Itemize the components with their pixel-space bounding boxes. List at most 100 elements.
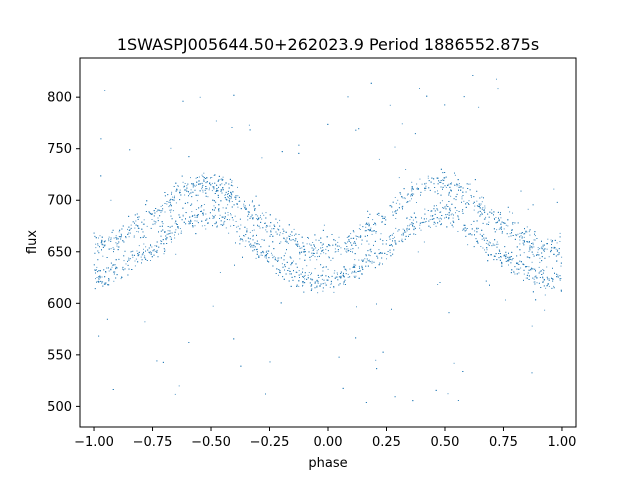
data-point xyxy=(411,181,413,183)
data-point xyxy=(355,129,357,131)
data-point xyxy=(138,254,140,256)
data-point xyxy=(317,282,319,284)
data-point xyxy=(433,178,435,180)
data-point xyxy=(101,282,103,284)
data-point xyxy=(457,216,459,218)
data-point xyxy=(313,248,315,250)
data-point xyxy=(260,246,262,248)
data-point xyxy=(256,251,258,253)
data-point xyxy=(215,201,217,203)
data-point xyxy=(170,211,172,213)
data-point xyxy=(520,261,522,263)
data-point xyxy=(265,229,267,231)
data-point xyxy=(151,219,153,220)
data-point xyxy=(539,257,541,259)
data-point xyxy=(395,202,397,204)
data-point xyxy=(462,229,464,231)
data-point xyxy=(451,224,453,226)
data-point xyxy=(481,212,482,214)
data-point xyxy=(473,220,475,222)
data-point xyxy=(428,225,430,227)
data-point xyxy=(362,268,364,270)
data-point xyxy=(110,269,112,271)
data-point xyxy=(272,265,274,267)
data-point xyxy=(516,268,518,270)
data-point xyxy=(449,210,451,212)
data-point xyxy=(141,221,143,223)
data-point xyxy=(198,176,200,178)
data-point xyxy=(235,242,236,244)
data-point xyxy=(448,212,450,214)
data-point xyxy=(279,270,281,272)
data-point xyxy=(148,247,150,249)
data-point xyxy=(237,206,239,208)
data-point xyxy=(156,245,157,247)
data-point xyxy=(486,240,488,242)
data-point xyxy=(196,216,198,218)
data-point xyxy=(347,276,349,278)
data-point xyxy=(540,270,542,272)
data-point xyxy=(150,245,152,247)
data-point xyxy=(211,182,213,184)
data-point xyxy=(244,207,246,209)
data-point xyxy=(493,211,495,213)
data-point xyxy=(536,277,538,279)
data-point xyxy=(145,237,147,238)
data-point xyxy=(115,237,117,239)
data-point xyxy=(518,264,520,265)
data-point xyxy=(108,267,109,269)
data-point xyxy=(315,247,317,249)
data-point xyxy=(238,196,240,198)
data-point xyxy=(337,279,339,281)
data-point xyxy=(302,271,303,273)
data-point xyxy=(213,217,215,219)
data-point xyxy=(251,201,253,203)
data-point xyxy=(526,266,528,267)
data-point xyxy=(422,221,424,223)
data-point xyxy=(170,205,172,207)
data-point xyxy=(178,233,179,235)
data-point xyxy=(519,249,521,251)
data-point xyxy=(311,278,313,280)
x-tick-label: 0.50 xyxy=(431,435,460,450)
data-point xyxy=(436,177,438,179)
data-point xyxy=(500,223,502,225)
data-point xyxy=(290,257,292,259)
data-point xyxy=(158,246,160,248)
data-point xyxy=(489,242,491,244)
data-point xyxy=(536,282,538,284)
data-point xyxy=(262,251,264,253)
data-point xyxy=(458,187,460,188)
data-point xyxy=(448,201,450,202)
data-point xyxy=(434,222,436,224)
data-point xyxy=(534,268,536,270)
data-point xyxy=(340,273,342,274)
data-point xyxy=(118,246,120,248)
data-point xyxy=(479,207,481,209)
data-point xyxy=(115,266,117,268)
data-point xyxy=(332,257,334,259)
data-point xyxy=(266,231,268,233)
data-point xyxy=(157,220,159,222)
data-point xyxy=(332,244,334,246)
data-point xyxy=(507,256,509,258)
data-point xyxy=(482,207,484,209)
data-point xyxy=(322,290,324,292)
data-point xyxy=(361,273,363,275)
data-point xyxy=(291,262,293,264)
data-point xyxy=(538,266,540,268)
y-tick-label: 650 xyxy=(47,245,72,260)
data-point xyxy=(318,249,319,251)
data-point xyxy=(104,283,106,285)
data-point xyxy=(128,215,130,217)
data-point xyxy=(519,254,521,256)
data-point xyxy=(132,250,134,252)
data-point xyxy=(320,283,322,285)
data-point xyxy=(433,183,435,185)
data-point xyxy=(230,196,232,197)
data-point xyxy=(489,211,491,213)
data-point xyxy=(256,253,258,255)
data-point xyxy=(391,234,393,236)
data-point xyxy=(474,179,476,181)
data-point xyxy=(231,206,233,208)
